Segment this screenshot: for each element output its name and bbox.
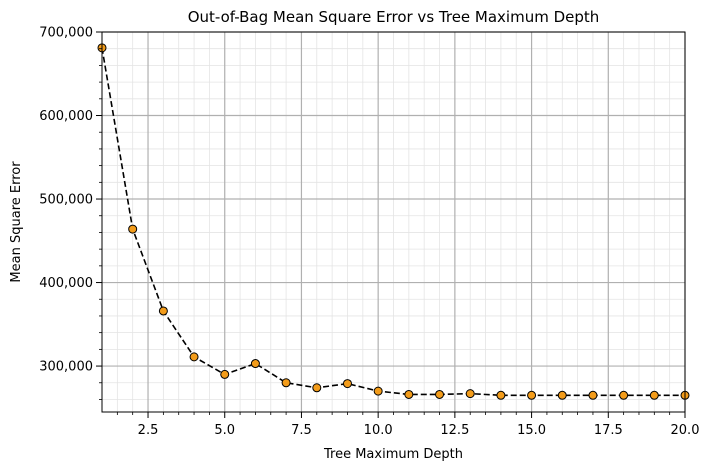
data-point: [189, 352, 199, 362]
x-tick-label: 15.0: [517, 423, 546, 438]
data-point: [496, 390, 506, 400]
x-tick-label: 7.5: [291, 423, 312, 438]
y-tick-label: 300,000: [39, 360, 93, 375]
data-point: [527, 390, 537, 400]
y-tick-label: 500,000: [39, 193, 93, 208]
data-point: [619, 390, 629, 400]
series-line: [101, 47, 685, 397]
x-axis-label: Tree Maximum Depth: [323, 447, 463, 462]
data-point: [435, 389, 445, 399]
data-point: [465, 389, 475, 399]
x-tick-label: 5.0: [214, 423, 235, 438]
y-tick-label: 700,000: [39, 26, 93, 41]
y-tick-label: 400,000: [39, 276, 93, 291]
x-tick-label: 20.0: [671, 423, 700, 438]
data-point: [373, 386, 383, 396]
data-point: [158, 306, 168, 316]
data-point: [250, 359, 260, 369]
y-axis-label: Mean Square Error: [9, 161, 24, 283]
data-point: [342, 379, 352, 389]
y-tick-label: 600,000: [39, 109, 93, 124]
chart-title: Out-of-Bag Mean Square Error vs Tree Max…: [188, 8, 600, 26]
x-tick-label: 17.5: [594, 423, 623, 438]
x-tick-label: 2.5: [138, 423, 159, 438]
series-markers: [97, 43, 690, 400]
y-axis-ticks: 300,000 400,000 500,000 600,000 700,000: [39, 26, 102, 400]
minor-grid: [102, 32, 685, 412]
data-point: [220, 369, 230, 379]
data-point: [404, 389, 414, 399]
x-tick-label: 10.0: [364, 423, 393, 438]
x-tick-label: 12.5: [440, 423, 469, 438]
data-point: [649, 390, 659, 400]
data-point: [128, 224, 138, 234]
data-point: [312, 383, 322, 393]
x-axis-ticks: 2.5 5.0 7.5 10.0 12.5 15.0 17.5 20.0: [116, 412, 700, 438]
data-point: [281, 378, 291, 388]
data-point: [557, 390, 567, 400]
data-point: [588, 390, 598, 400]
